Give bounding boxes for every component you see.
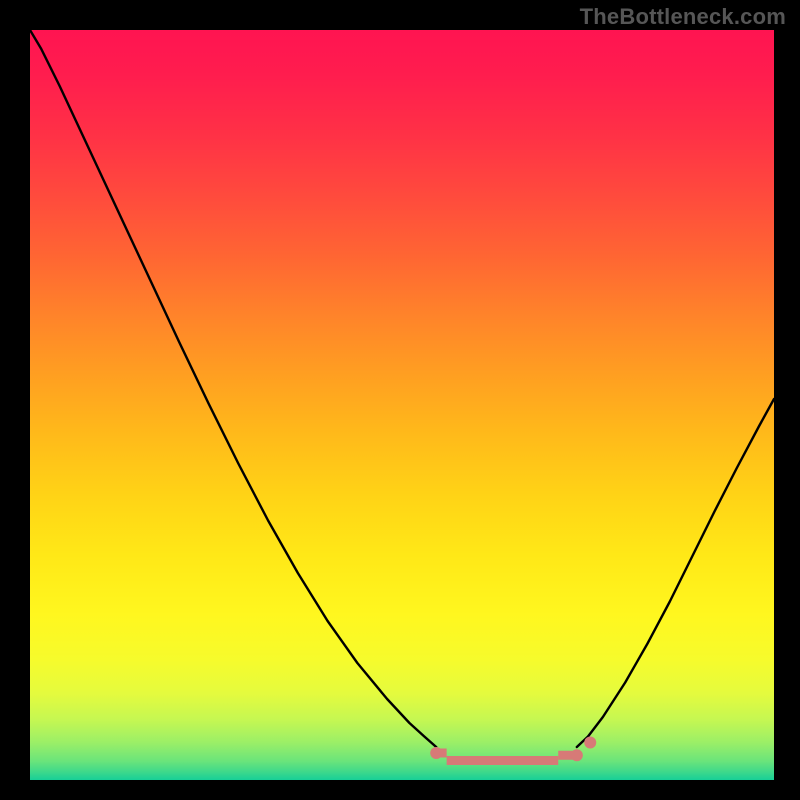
bottom-marker-cap [571, 749, 583, 761]
bottom-marker-cap [430, 747, 442, 759]
chart-plot-area [30, 30, 774, 780]
chart-svg [30, 30, 774, 780]
bottom-marker-segment [447, 756, 559, 765]
bottom-marker-dot [584, 737, 596, 749]
watermark-text: TheBottleneck.com [580, 4, 786, 30]
chart-background [30, 30, 774, 780]
